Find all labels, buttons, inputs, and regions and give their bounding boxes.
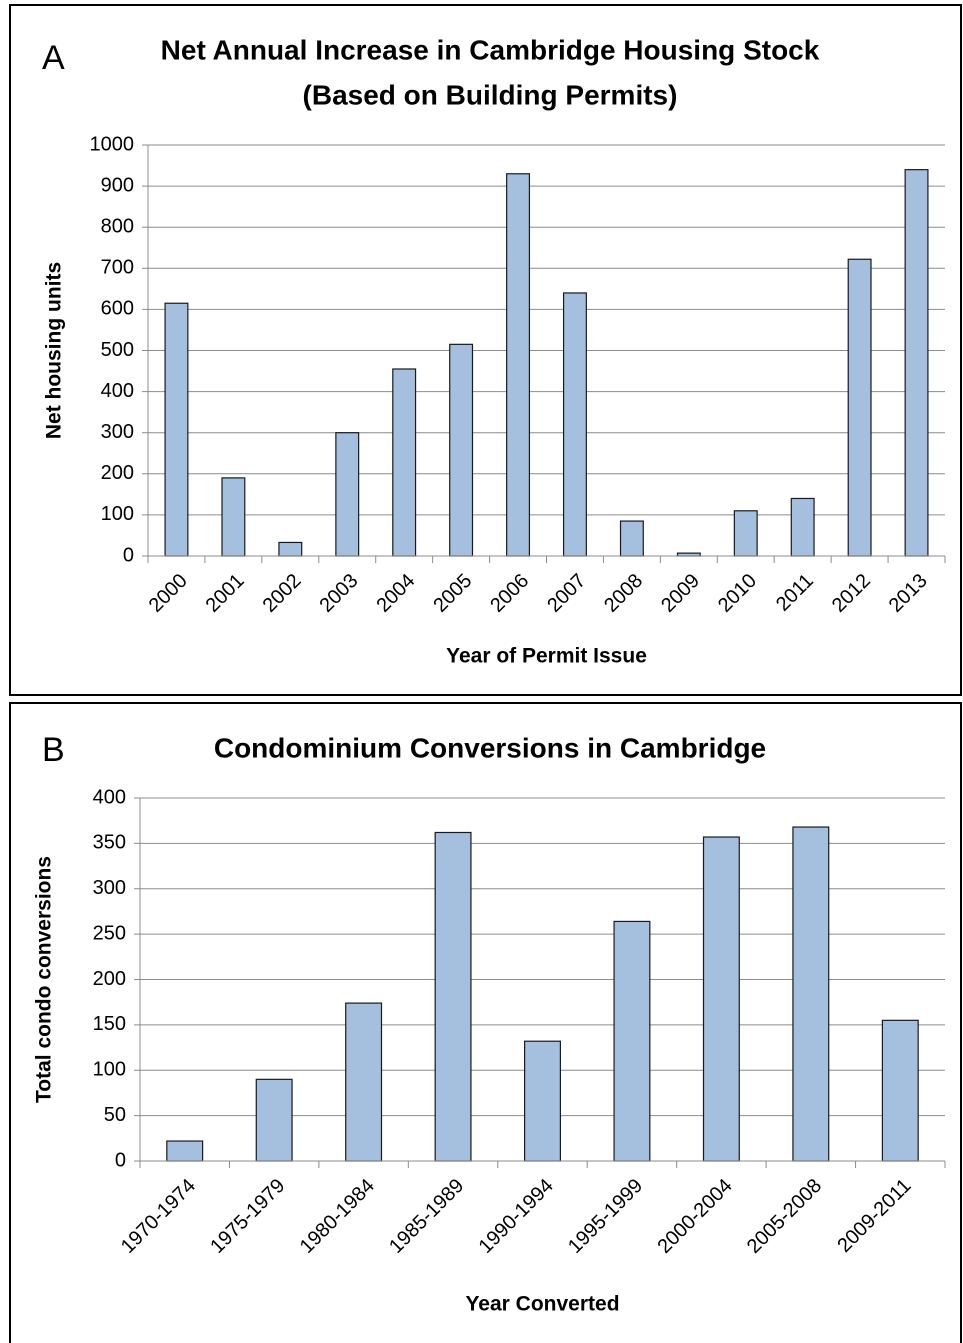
x-tick-label: 2009-2011 [833, 1175, 915, 1257]
panel-frame [9, 702, 962, 1343]
x-tick-label: 2010 [714, 570, 761, 617]
x-tick-label: 2005 [429, 570, 476, 617]
y-tick-label: 300 [93, 877, 126, 899]
bar [881, 1019, 919, 1162]
y-tick-label: 500 [101, 339, 134, 361]
bar [524, 1040, 561, 1162]
y-tick-label: 250 [93, 922, 126, 944]
y-tick-label: 0 [115, 1149, 126, 1171]
y-tick-label: 700 [101, 257, 134, 279]
chart-title: Condominium Conversions in Cambridge [214, 732, 766, 763]
panel-frame [9, 4, 962, 696]
bar [221, 477, 246, 557]
bar [255, 1078, 293, 1162]
x-axis-label: Year Converted [465, 1293, 619, 1316]
x-tick-label: 2013 [885, 570, 932, 617]
bar [345, 1002, 383, 1162]
x-tick-label: 1980-1984 [296, 1175, 379, 1258]
bar [278, 541, 303, 557]
bar [790, 497, 815, 557]
bar [335, 432, 360, 557]
x-tick-label: 2003 [315, 570, 362, 617]
bar [702, 836, 740, 1162]
x-tick-label: 2008 [600, 570, 647, 617]
x-tick-label: 2006 [486, 570, 533, 617]
chart-title: Net Annual Increase in Cambridge Housing… [161, 34, 820, 65]
bar [792, 826, 830, 1162]
x-tick-label: 1995-1999 [564, 1175, 647, 1258]
y-tick-label: 100 [101, 503, 134, 525]
bar [619, 520, 644, 557]
x-tick-label: 2004 [372, 570, 419, 617]
x-tick-label: 2000-2004 [653, 1175, 736, 1258]
x-tick-label: 2001 [202, 570, 249, 617]
bar [166, 1140, 204, 1162]
x-tick-label: 2000 [145, 570, 192, 617]
y-tick-label: 50 [104, 1104, 126, 1126]
y-tick-label: 400 [101, 380, 134, 402]
y-tick-label: 300 [101, 421, 134, 443]
bar [847, 258, 872, 557]
bar [733, 510, 758, 557]
panel-label: A [42, 39, 65, 77]
y-tick-label: 900 [101, 174, 134, 196]
bar [449, 343, 474, 557]
bar [613, 920, 651, 1162]
x-tick-label: 2011 [772, 570, 818, 616]
y-tick-label: 350 [93, 832, 126, 854]
chart-subtitle: (Based on Building Permits) [303, 79, 678, 110]
y-tick-label: 1000 [90, 133, 135, 155]
x-tick-label: 2005-2008 [743, 1175, 826, 1258]
x-tick-label: 2002 [259, 570, 306, 617]
x-tick-label: 1975-1979 [206, 1175, 289, 1258]
y-tick-label: 150 [93, 1013, 126, 1035]
bar [392, 368, 417, 557]
y-tick-label: 800 [101, 215, 134, 237]
y-tick-label: 100 [93, 1059, 126, 1081]
y-axis-label: Total condo conversions [33, 856, 56, 1103]
y-tick-label: 200 [101, 462, 134, 484]
bar [506, 173, 531, 557]
x-tick-label: 2009 [657, 570, 704, 617]
x-tick-label: 1970-1974 [117, 1175, 200, 1258]
bar [164, 302, 189, 557]
y-tick-label: 200 [93, 968, 126, 990]
bar [904, 169, 929, 557]
bar [562, 292, 587, 557]
y-tick-label: 600 [101, 298, 134, 320]
y-axis-label: Net housing units [43, 262, 66, 439]
x-tick-label: 1985-1989 [385, 1175, 468, 1258]
y-tick-label: 400 [93, 786, 126, 808]
panel-label: B [42, 731, 65, 769]
x-tick-label: 2012 [828, 570, 875, 617]
x-axis-label: Year of Permit Issue [446, 645, 647, 668]
y-tick-label: 0 [123, 544, 134, 566]
bar [434, 831, 472, 1162]
x-tick-label: 1990-1994 [475, 1175, 558, 1258]
x-tick-label: 2007 [543, 570, 590, 617]
